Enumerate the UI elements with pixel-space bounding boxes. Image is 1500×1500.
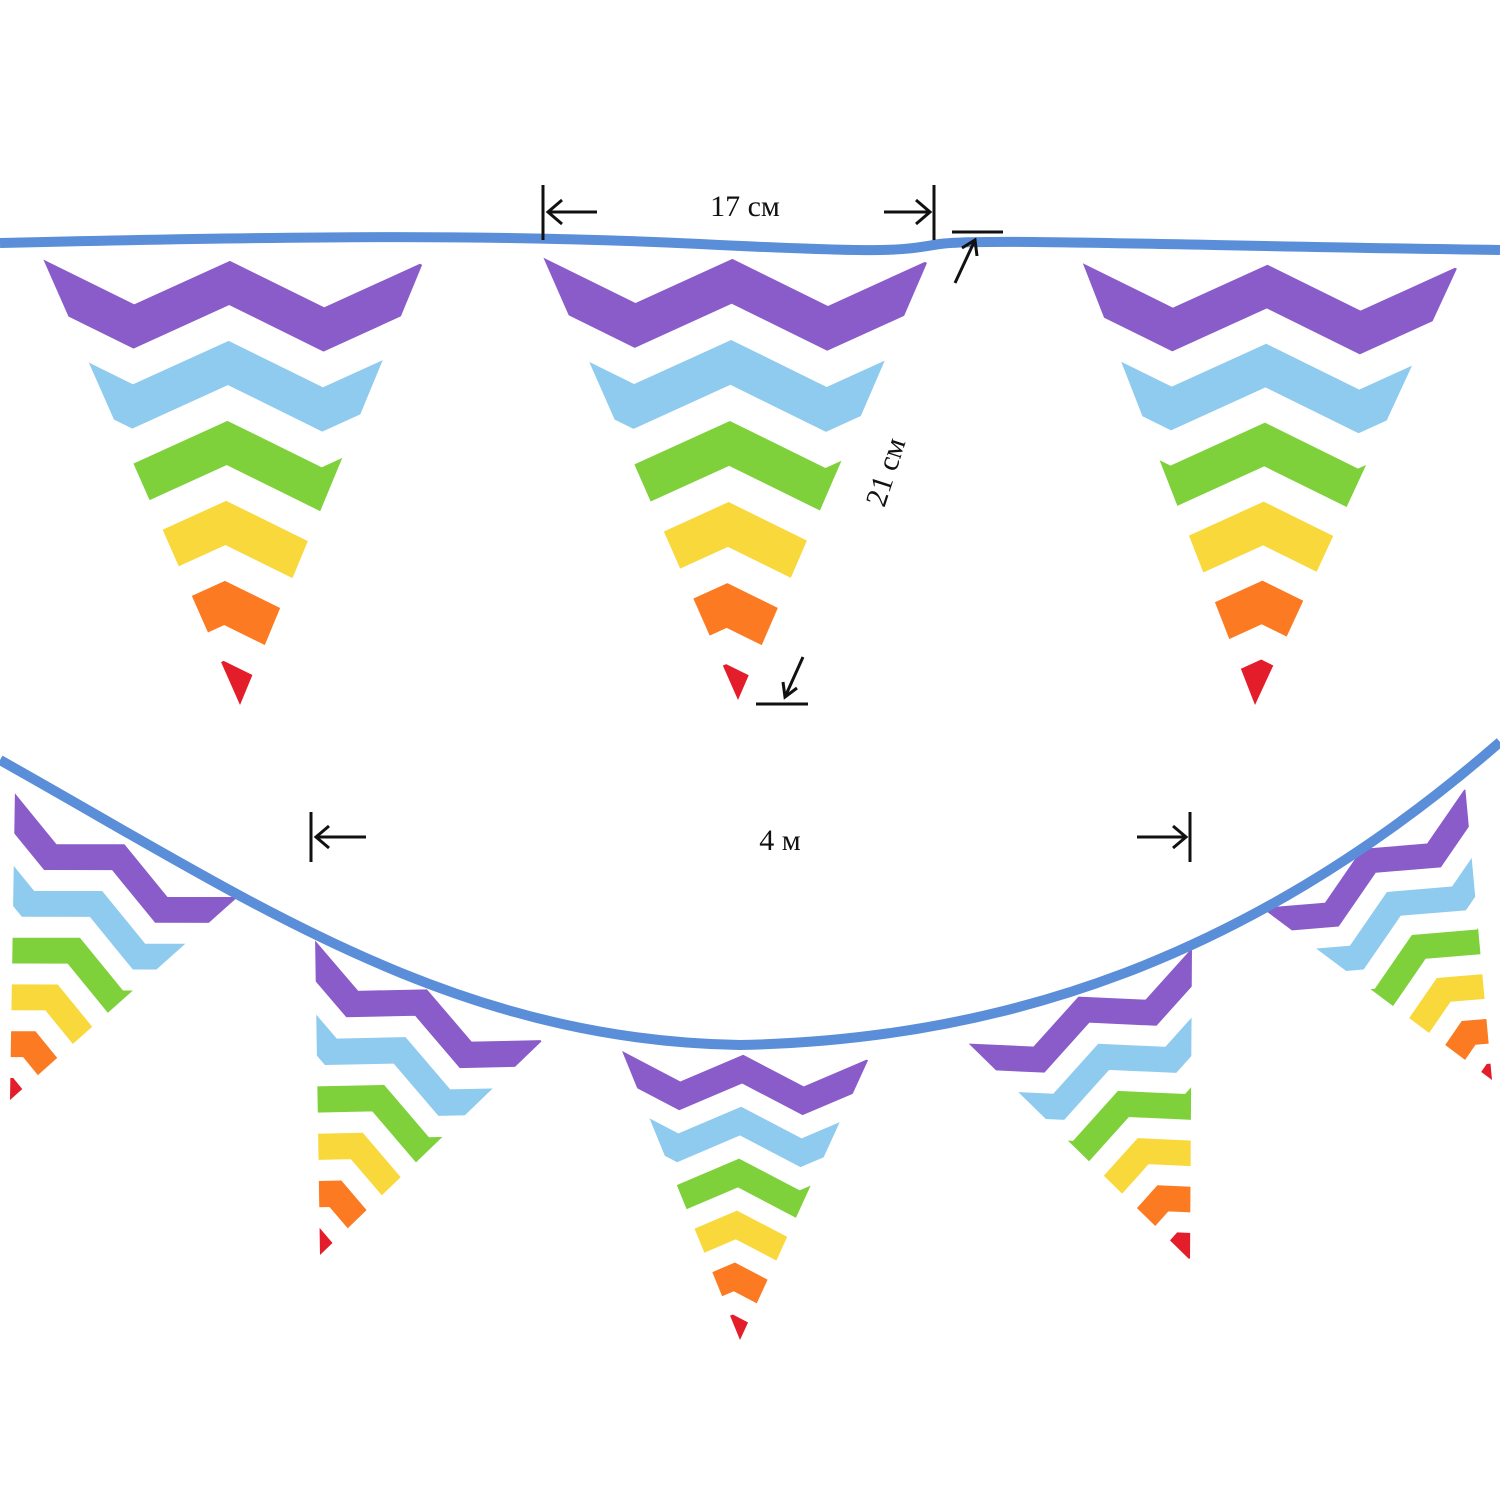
bottom-rope [0,738,1500,1051]
chevron-stripe [965,945,1192,1120]
chevron-stripe [40,337,425,435]
chevron-stripe [540,661,930,700]
chevron-stripe [620,1099,870,1173]
chevron-stripe [540,255,930,354]
chevron-stripe [40,417,425,515]
chevron-stripe [1080,498,1460,595]
pennant-flags [10,250,1492,1340]
pennant-flag [10,788,240,1100]
chevron-stripe [620,1203,870,1276]
chevron-stripe [1080,656,1460,705]
chevron-stripe [620,1307,870,1340]
chevron-stripe [40,497,425,595]
chevron-stripe [540,580,930,678]
chevron-stripe [315,1131,542,1255]
chevron-stripe [620,1047,870,1121]
chevron-stripe [1263,907,1492,1080]
chevron-stripe [1258,864,1492,1080]
length-dimension [309,812,1192,862]
chevron-stripe [965,954,1192,1167]
chevron-stripe [540,418,930,516]
chevron-stripe [1080,419,1460,516]
pennant-flag [540,250,930,700]
width-dimension [541,185,936,240]
chevron-stripe [315,1083,545,1255]
pennant-flag [1258,785,1492,1080]
total-length-label: 4 м [759,824,801,857]
chevron-stripe [965,1143,1192,1260]
pennant-flag [620,1046,870,1340]
pennant-flag [1080,256,1460,705]
chevron-stripe [1080,340,1460,437]
chevron-stripe [540,336,930,435]
flag-width-label: 17 см [710,190,780,223]
height-dimension [756,230,1003,706]
chevron-stripe [40,257,425,355]
pennant-flag [965,945,1192,1260]
chevron-stripe [1080,261,1460,358]
chevron-stripe [1080,577,1460,674]
chevron-stripe [965,1095,1192,1260]
chevron-stripe [40,577,425,675]
top-rope [0,232,1500,256]
chevron-stripe [10,788,240,976]
chevron-stripe [540,499,930,597]
chevron-stripe [40,657,425,705]
chevron-stripe [620,1255,870,1328]
pennant-flag [40,252,425,705]
chevron-stripe [10,930,240,1100]
pennant-flag [315,935,545,1255]
flag-height-label: 21 см [859,434,912,511]
chevron-stripe [1258,785,1492,992]
chevron-stripe [315,935,545,1119]
chevron-stripe [620,1151,870,1225]
